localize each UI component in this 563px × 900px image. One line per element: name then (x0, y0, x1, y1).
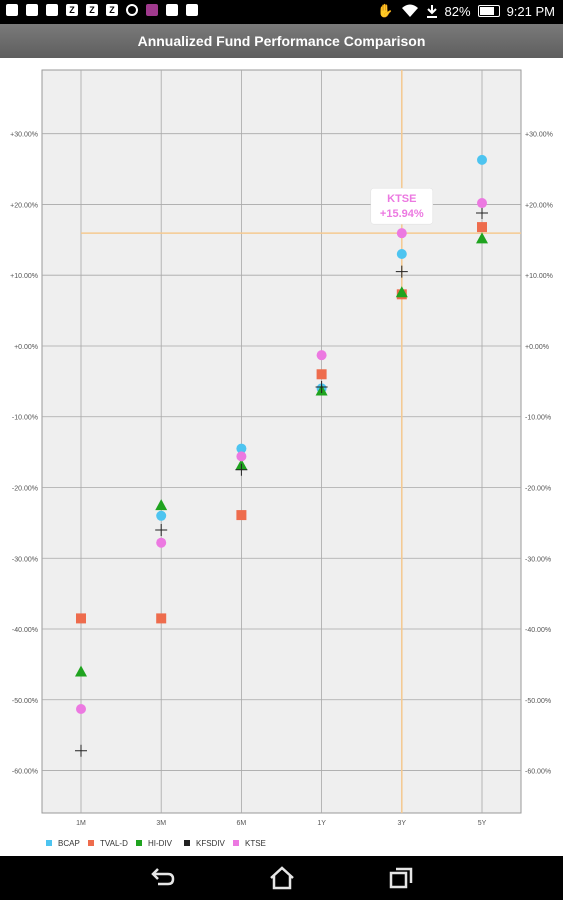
y-tick-label-left: -10.00% (12, 415, 38, 422)
photo-icon (186, 4, 198, 16)
y-tick-label-left: -50.00% (12, 698, 38, 705)
battery-percent: 82% (444, 3, 471, 19)
plot-area (41, 69, 522, 814)
navigation-bar (0, 856, 563, 900)
touch-icon: ✋ (377, 3, 394, 18)
clock: 9:21 PM (506, 3, 555, 19)
legend-label: TVAL-D (100, 839, 128, 848)
notification-icon (6, 4, 18, 16)
alarm-icon (126, 4, 138, 16)
x-tick-label: 5Y (478, 820, 487, 827)
legend-swatch (88, 840, 94, 846)
legend-label: BCAP (58, 839, 80, 848)
data-point[interactable] (476, 232, 488, 244)
notification-icons: Z Z Z (6, 4, 198, 16)
data-point[interactable] (155, 523, 168, 536)
y-tick-label-right: +0.00% (525, 344, 549, 351)
y-tick-label-right: +10.00% (525, 273, 553, 280)
battery-icon (477, 5, 500, 17)
data-point[interactable] (236, 443, 247, 454)
data-point[interactable] (477, 198, 487, 209)
data-point[interactable] (477, 222, 487, 233)
data-point[interactable] (236, 451, 247, 462)
data-point[interactable] (76, 703, 86, 714)
x-tick-label: 6M (237, 820, 247, 827)
data-point[interactable] (315, 381, 328, 394)
system-status: ✋ 82% 9:21 PM (377, 3, 555, 19)
performance-chart[interactable]: +30.00% +30.00% +20.00% +20.00% +10.00% +10.0… (0, 58, 563, 856)
legend-label: KTSE (245, 839, 266, 848)
legend-label: HI-DIV (148, 839, 173, 848)
data-point[interactable] (396, 248, 407, 259)
y-tick-label-left: -60.00% (12, 769, 38, 776)
x-tick-label: 1M (76, 820, 86, 827)
x-tick-label: 1Y (317, 820, 326, 827)
legend-swatch (233, 840, 239, 846)
data-point[interactable] (75, 744, 87, 757)
y-tick-label-right: -20.00% (525, 485, 551, 492)
y-tick-label-left: -20.00% (12, 485, 38, 492)
app-header: Annualized Fund Performance Comparison (0, 24, 563, 58)
data-point[interactable] (395, 265, 408, 278)
z-icon: Z (106, 4, 118, 16)
tooltip-series: KTSE (387, 193, 416, 205)
data-point[interactable] (476, 206, 488, 219)
tooltip-box (370, 187, 434, 225)
y-tick-label-left: +20.00% (10, 202, 38, 209)
data-point[interactable] (236, 510, 247, 521)
data-point[interactable] (155, 499, 168, 511)
y-tick-label-right: -30.00% (525, 556, 551, 563)
y-tick-label-left: +10.00% (10, 273, 38, 280)
legend-swatch (184, 840, 190, 846)
y-tick-label-left: -40.00% (12, 627, 38, 634)
page-title: Annualized Fund Performance Comparison (137, 33, 426, 49)
status-bar: Z Z Z ✋ 82% 9:21 PM (0, 0, 563, 24)
y-tick-label-left: +30.00% (10, 132, 38, 139)
tooltip-value: +15.94% (380, 208, 424, 220)
recents-icon[interactable] (387, 866, 415, 890)
data-point[interactable] (477, 154, 487, 165)
legend-label: KFSDIV (196, 839, 226, 848)
x-tick-label: 3M (156, 820, 166, 827)
z-icon: Z (66, 4, 78, 16)
data-point[interactable] (316, 350, 327, 361)
y-tick-label-right: -40.00% (525, 627, 551, 634)
z-icon: Z (86, 4, 98, 16)
data-point[interactable] (316, 369, 327, 380)
y-tick-label-right: -10.00% (525, 415, 551, 422)
y-tick-label-left: -30.00% (12, 556, 38, 563)
data-point[interactable] (395, 286, 408, 298)
email-icon (46, 4, 58, 16)
back-icon[interactable] (148, 866, 176, 890)
y-tick-label-right: +30.00% (525, 132, 553, 139)
y-tick-label-right: -50.00% (525, 698, 551, 705)
gmail-icon (26, 4, 38, 16)
wifi-icon (401, 4, 418, 17)
data-point[interactable] (76, 613, 86, 624)
data-point[interactable] (156, 613, 167, 624)
data-point[interactable] (235, 463, 248, 476)
legend-swatch (136, 840, 142, 846)
y-tick-label-left: +0.00% (14, 344, 38, 351)
photo-icon (166, 4, 178, 16)
data-point[interactable] (75, 665, 87, 677)
download-icon (426, 5, 437, 18)
y-tick-label-right: +20.00% (525, 202, 553, 209)
home-icon[interactable] (268, 866, 296, 890)
data-point[interactable] (396, 228, 407, 239)
app-icon (146, 4, 158, 16)
y-tick-label-right: -60.00% (525, 769, 551, 776)
legend-swatch (46, 840, 52, 846)
data-point[interactable] (156, 510, 167, 521)
data-point[interactable] (156, 537, 167, 548)
x-tick-label: 3Y (398, 820, 407, 827)
